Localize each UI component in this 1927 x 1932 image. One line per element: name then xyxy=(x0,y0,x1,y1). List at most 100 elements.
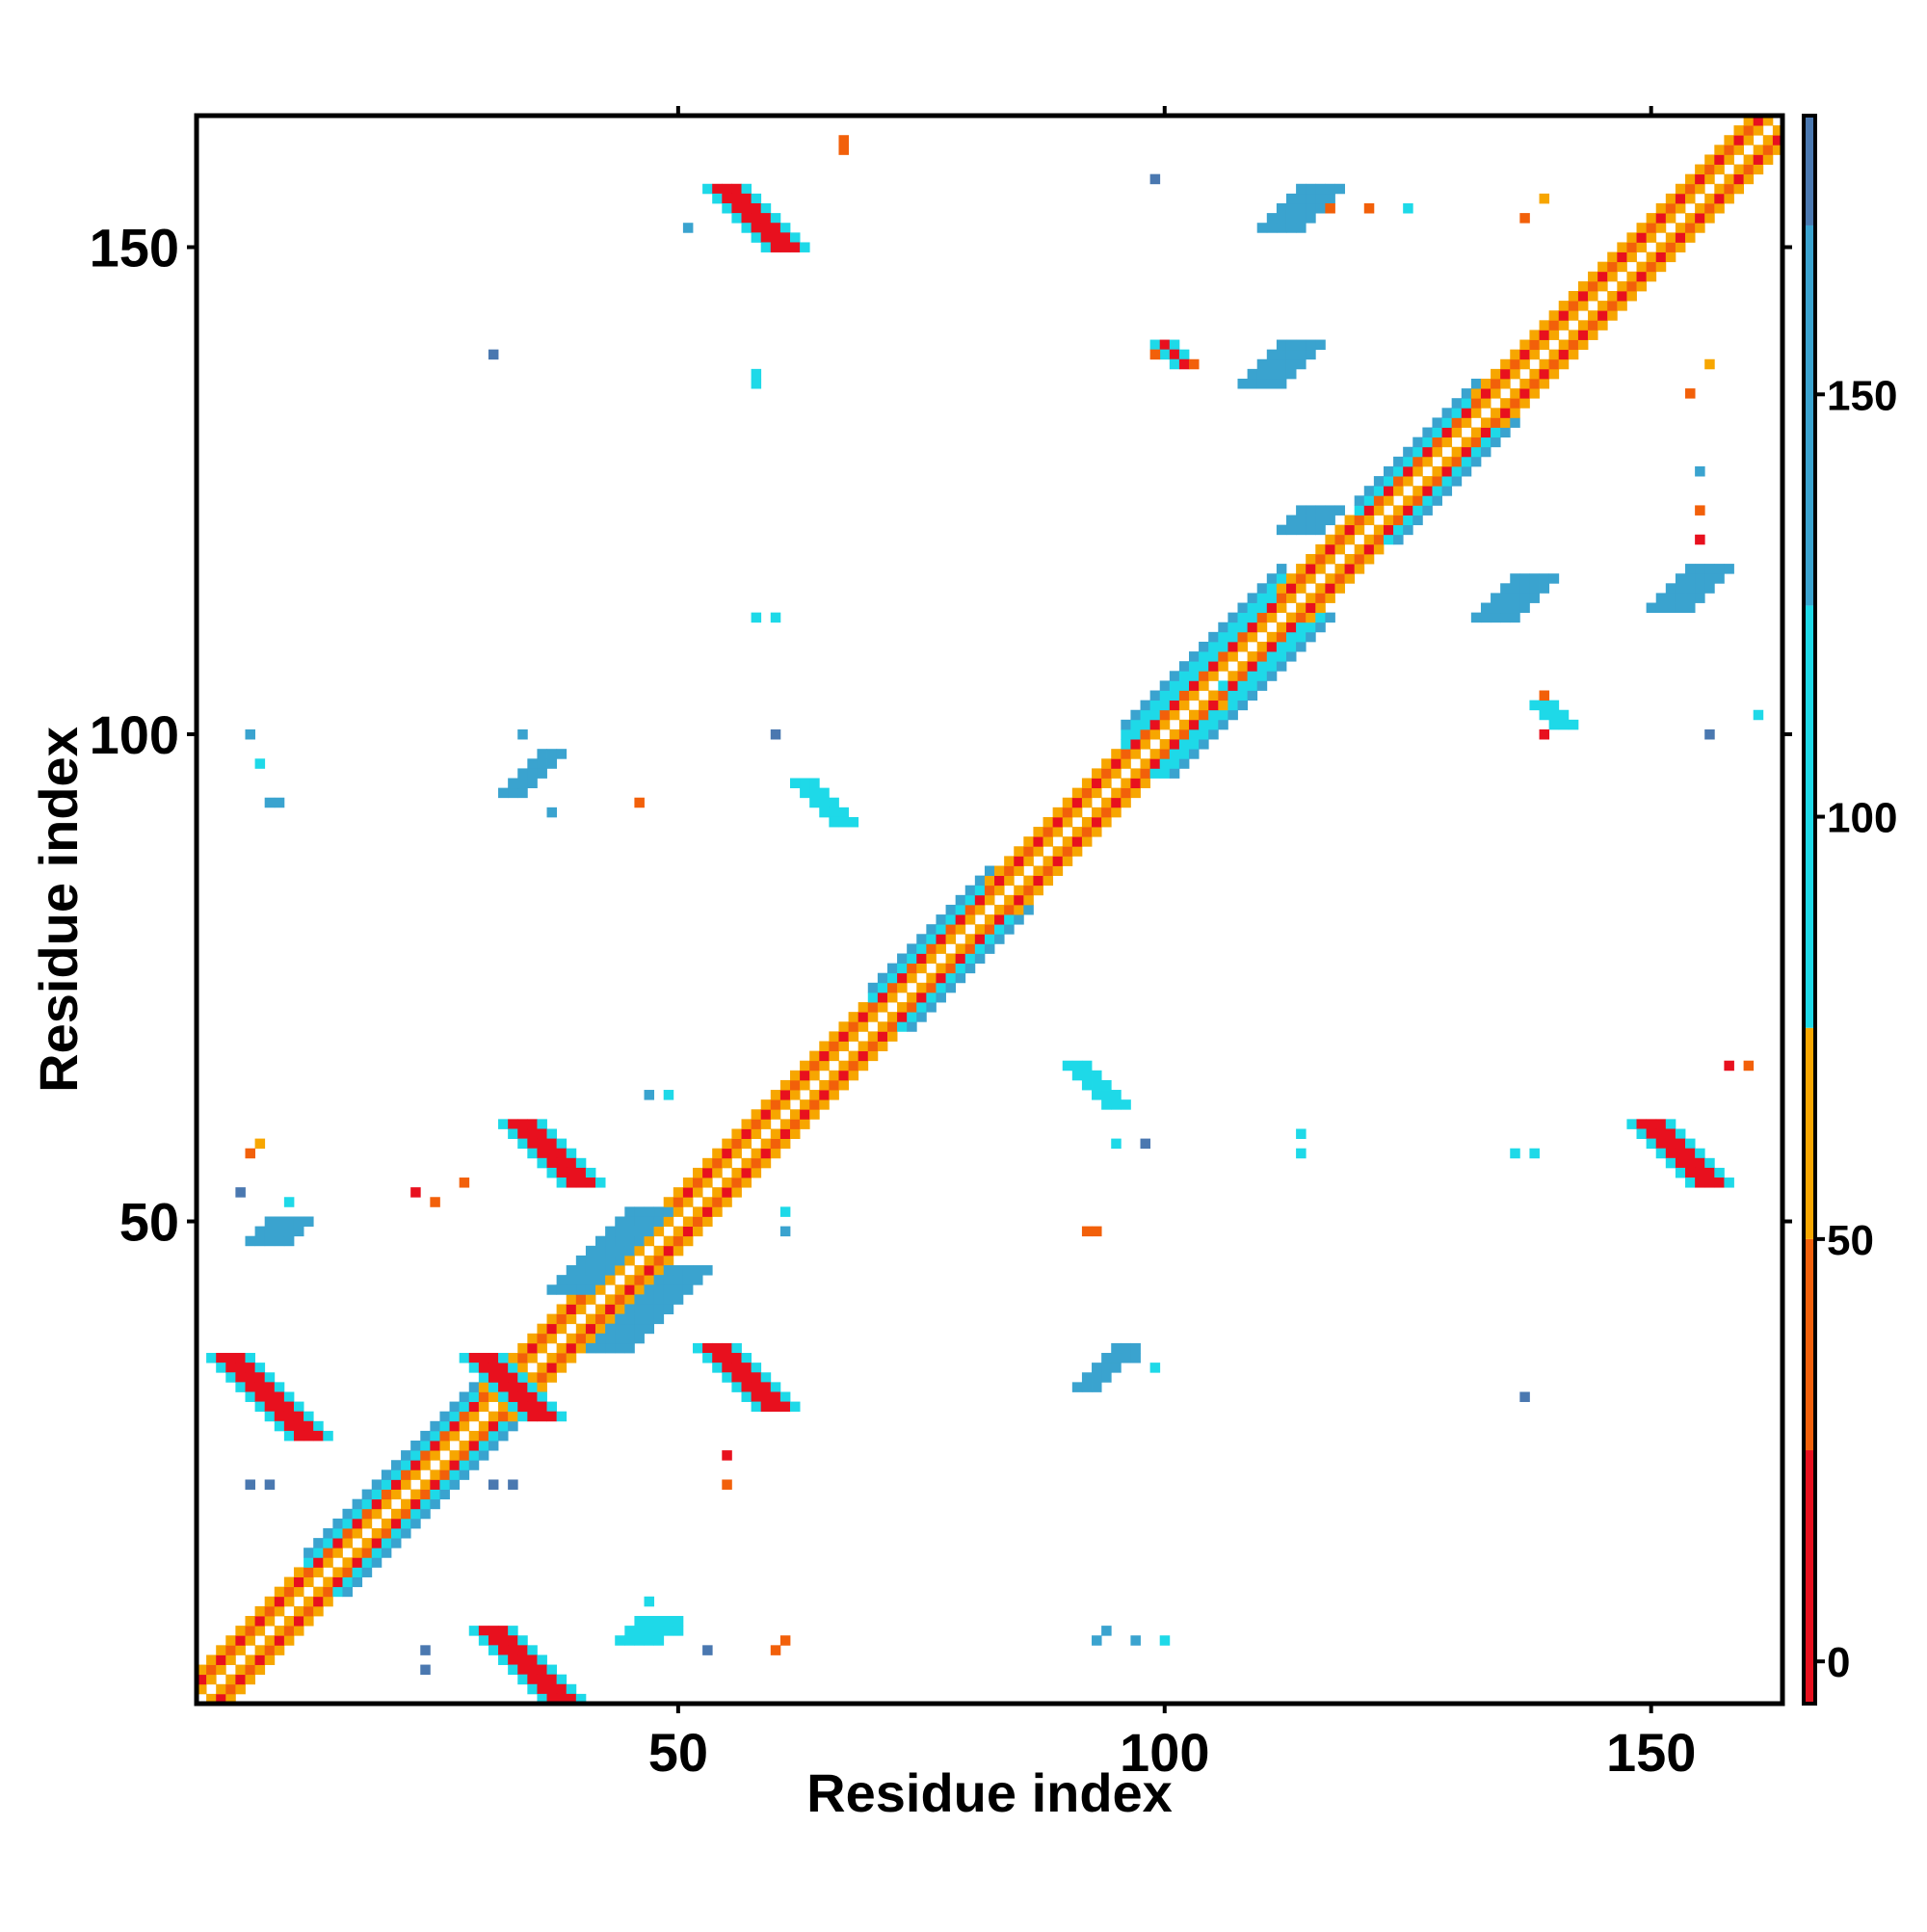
heatmap-cell xyxy=(1685,1178,1696,1188)
heatmap-cell xyxy=(1033,875,1043,887)
heatmap-cell xyxy=(809,1060,820,1072)
heatmap-cell xyxy=(1704,202,1715,214)
heatmap-cell xyxy=(1480,602,1491,614)
heatmap-cell xyxy=(1510,358,1520,370)
heatmap-cell xyxy=(254,1235,266,1247)
heatmap-cell xyxy=(1199,709,1209,721)
heatmap-cell xyxy=(867,992,879,1003)
heatmap-cell xyxy=(936,924,946,935)
heatmap-cell xyxy=(877,972,888,984)
heatmap-cell xyxy=(673,1245,684,1257)
heatmap-cell xyxy=(537,1138,547,1150)
heatmap-cell xyxy=(283,1430,295,1442)
heatmap-cell xyxy=(1646,1119,1657,1129)
heatmap-cell xyxy=(488,1420,499,1432)
heatmap-cell xyxy=(712,1206,723,1217)
heatmap-cell xyxy=(254,758,266,769)
heatmap-cell xyxy=(517,787,528,799)
heatmap-cell xyxy=(371,1498,383,1510)
heatmap-cell xyxy=(1500,417,1511,428)
heatmap-cell xyxy=(1743,1060,1755,1072)
heatmap-cell xyxy=(702,1197,713,1207)
heatmap-cell xyxy=(722,1197,732,1207)
heatmap-cell xyxy=(1276,661,1287,672)
heatmap-cell xyxy=(1577,330,1589,340)
heatmap-cell xyxy=(751,1157,762,1169)
heatmap-cell xyxy=(702,1342,713,1354)
heatmap-cell xyxy=(459,1420,470,1432)
heatmap-cell xyxy=(468,1363,480,1373)
heatmap-cell xyxy=(615,1333,625,1344)
heatmap-cell xyxy=(1500,593,1511,603)
heatmap-cell xyxy=(1285,622,1297,633)
heatmap-cell xyxy=(1189,690,1200,701)
heatmap-cell xyxy=(1111,758,1122,769)
heatmap-cell xyxy=(1296,505,1307,516)
heatmap-cell xyxy=(1315,612,1326,623)
heatmap-cell xyxy=(897,972,908,984)
heatmap-cell xyxy=(361,1557,373,1568)
heatmap-cell xyxy=(1306,505,1316,516)
heatmap-cell xyxy=(546,1313,558,1325)
heatmap-cell xyxy=(867,1041,879,1051)
heatmap-cell xyxy=(1218,661,1228,672)
heatmap-cell xyxy=(624,1245,635,1257)
heatmap-cell xyxy=(1529,700,1540,711)
heatmap-cell xyxy=(235,1382,246,1392)
heatmap-cell xyxy=(819,797,830,808)
heatmap-cell xyxy=(468,1353,480,1363)
heatmap-cell xyxy=(1548,368,1560,380)
heatmap-cell xyxy=(381,1479,392,1490)
heatmap-cell xyxy=(722,1363,732,1373)
heatmap-cell xyxy=(381,1489,392,1500)
heatmap-cell xyxy=(1655,1138,1667,1150)
heatmap-cell xyxy=(1743,135,1755,146)
heatmap-cell xyxy=(886,972,898,984)
heatmap-cell xyxy=(1354,495,1365,506)
heatmap-cell xyxy=(1285,631,1297,643)
heatmap-cell xyxy=(342,1518,353,1529)
heatmap-cell xyxy=(1159,1635,1171,1646)
heatmap-cell xyxy=(1558,358,1570,370)
heatmap-cell xyxy=(760,1382,772,1392)
heatmap-cell xyxy=(439,1411,450,1422)
heatmap-cell xyxy=(517,1654,528,1665)
heatmap-cell xyxy=(634,1294,645,1305)
heatmap-cell xyxy=(838,145,849,155)
heatmap-cell xyxy=(644,1635,655,1646)
heatmap-cell xyxy=(926,924,937,935)
heatmap-cell xyxy=(478,1635,489,1646)
heatmap-cell xyxy=(1306,602,1316,614)
heatmap-cell xyxy=(663,1090,674,1100)
heatmap-cell xyxy=(1169,768,1180,779)
heatmap-cell xyxy=(274,1645,285,1655)
heatmap-cell xyxy=(585,1245,596,1257)
heatmap-cell xyxy=(342,1557,353,1568)
heatmap-cell xyxy=(1169,358,1180,370)
heatmap-cell xyxy=(245,1148,255,1159)
heatmap-cell xyxy=(1140,758,1151,769)
y-axis-label: Residue index xyxy=(28,727,89,1093)
heatmap-cell xyxy=(1646,223,1657,233)
heatmap-cell xyxy=(653,1255,665,1266)
heatmap-cell xyxy=(245,1382,255,1392)
heatmap-cell xyxy=(1577,339,1589,351)
heatmap-cell xyxy=(1695,534,1705,545)
heatmap-cell xyxy=(1121,719,1131,730)
heatmap-cell xyxy=(1597,320,1608,331)
heatmap-cell xyxy=(663,1626,674,1636)
heatmap-cell xyxy=(566,1148,577,1159)
heatmap-cell xyxy=(1588,280,1598,292)
heatmap-cell xyxy=(1276,378,1287,389)
heatmap-cell xyxy=(926,982,937,993)
heatmap-cell xyxy=(1199,719,1209,730)
heatmap-cell xyxy=(1743,164,1755,175)
heatmap-cell xyxy=(1519,358,1530,370)
heatmap-cell xyxy=(274,1226,285,1237)
heatmap-cell xyxy=(1626,232,1637,243)
heatmap-cell xyxy=(235,1372,246,1383)
heatmap-cell xyxy=(1753,154,1764,165)
heatmap-cell xyxy=(1237,622,1248,633)
heatmap-cell xyxy=(644,1596,655,1607)
